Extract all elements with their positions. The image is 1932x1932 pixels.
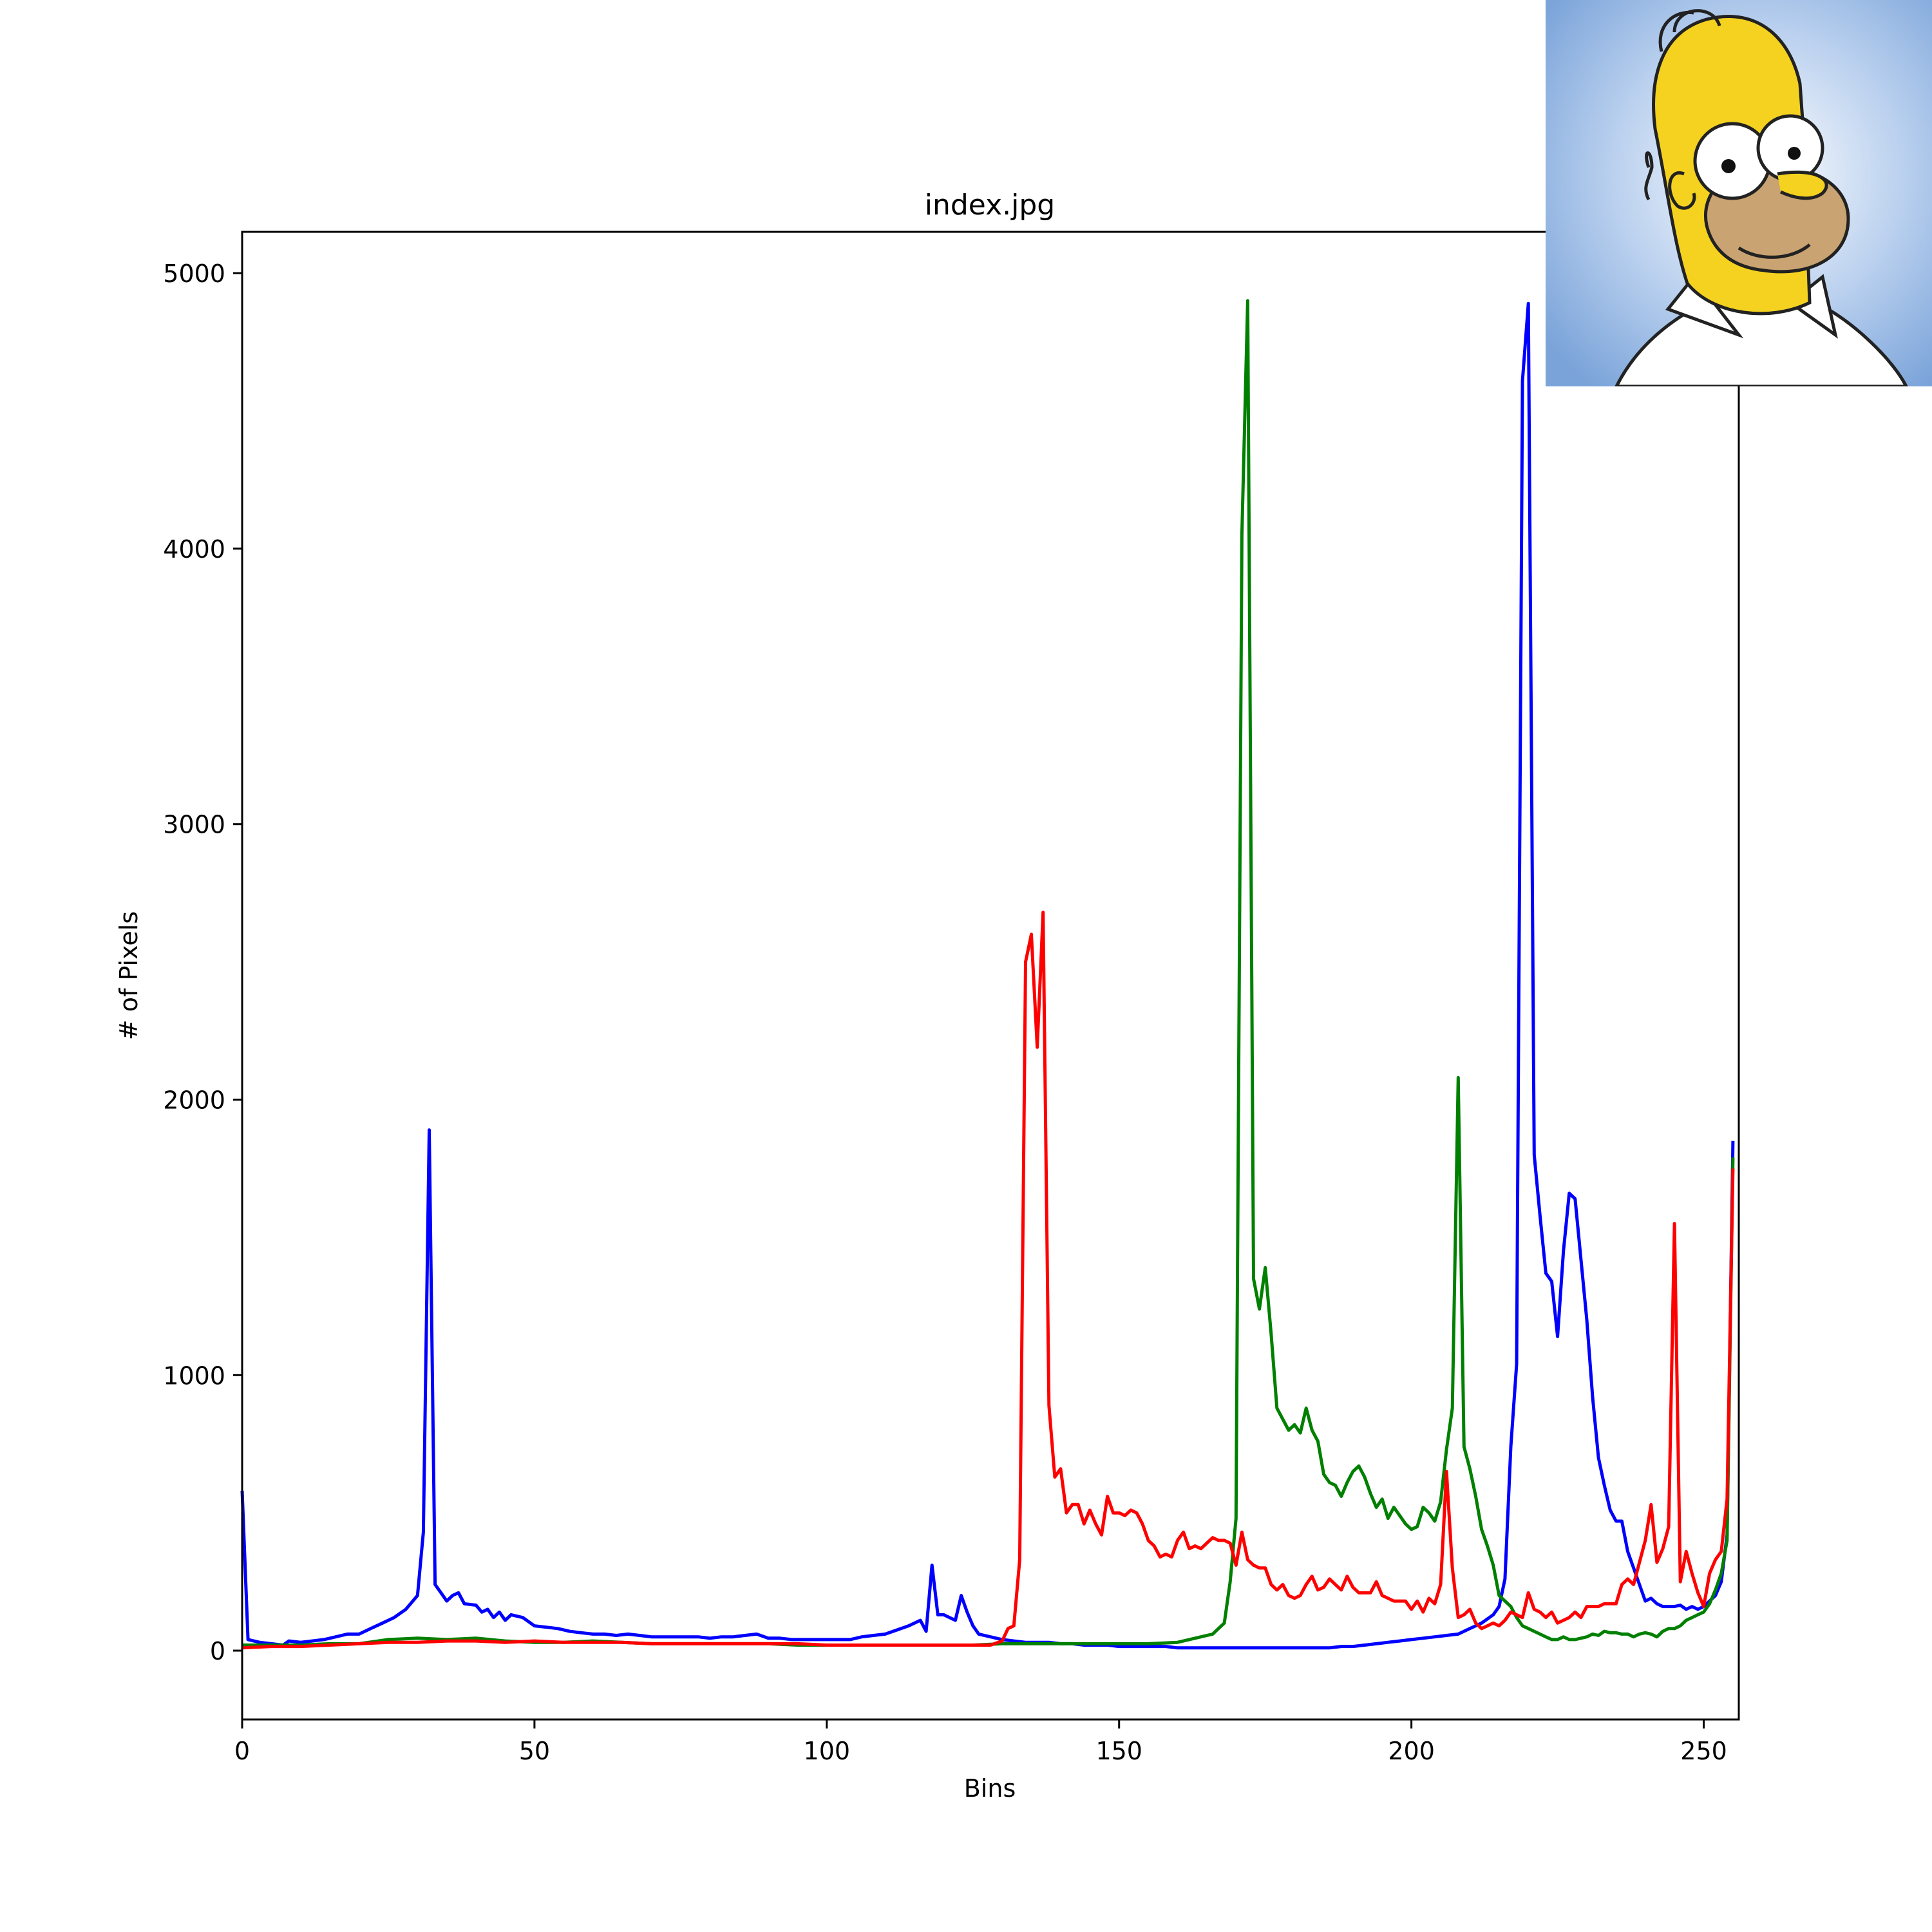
y-tick-label: 2000 [163,1086,225,1115]
y-tick-label: 4000 [163,535,225,564]
y-tick-label: 0 [210,1637,225,1665]
x-tick-label: 200 [1388,1737,1435,1765]
x-tick-label: 50 [519,1737,550,1765]
y-axis-label: # of Pixels [115,911,143,1040]
x-tick-label: 150 [1095,1737,1142,1765]
series-line-1 [242,299,1735,1647]
series-layer [240,299,1735,1650]
x-axis-label: Bins [964,1774,1016,1803]
homer-thumbnail-image [1546,0,1932,386]
y-tick-label: 1000 [163,1361,225,1390]
x-tick-label: 250 [1680,1737,1727,1765]
plot-frame [241,231,1740,1721]
chart-title: index.jpg [925,189,1055,222]
x-tick-label: 100 [804,1737,851,1765]
y-axis: 0 1000 2000 3000 4000 5000 [163,260,242,1665]
series-line-2 [242,911,1735,1650]
y-tick-label: 3000 [163,811,225,839]
x-axis: 0 50 100 150 200 250 [234,1719,1727,1765]
x-tick-label: 0 [234,1737,250,1765]
series-line-0 [240,301,1735,1650]
y-tick-label: 5000 [163,260,225,288]
